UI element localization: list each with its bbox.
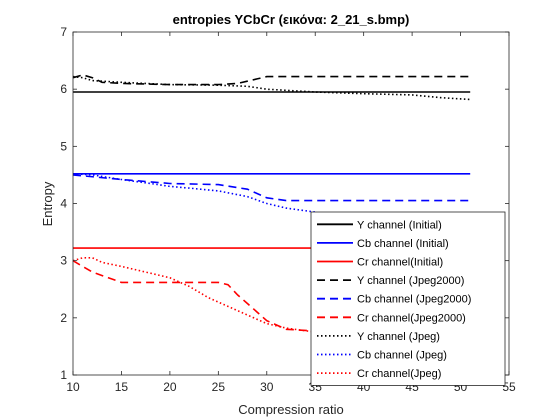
y-tick-label: 2 bbox=[60, 311, 67, 325]
y-axis-title: Entropy bbox=[40, 181, 55, 226]
x-tick-label: 10 bbox=[66, 380, 80, 394]
x-tick-label: 30 bbox=[260, 380, 274, 394]
y-tick-label: 6 bbox=[60, 82, 67, 96]
y-tick-label: 5 bbox=[60, 139, 67, 153]
legend-label: Y channel (Initial) bbox=[357, 219, 442, 231]
y-tick-label: 3 bbox=[60, 254, 67, 268]
legend-label: Cb channel (Jpeg) bbox=[357, 350, 447, 362]
y-tick-label: 1 bbox=[60, 368, 67, 382]
legend-label: Cr channel(Jpeg) bbox=[357, 368, 441, 380]
series-line-cb-channel-jpeg bbox=[72, 173, 316, 213]
series-line-cb-channel-jpeg2000 bbox=[72, 174, 471, 202]
series-line-y-channel-jpeg bbox=[72, 75, 471, 101]
x-tick-label: 55 bbox=[502, 380, 516, 394]
chart-title: entropies YCbCr (εικόνα: 2_21_s.bmp) bbox=[173, 12, 410, 27]
legend-label: Cb channel (Initial) bbox=[357, 238, 449, 250]
legend-label: Y channel (Jpeg2000) bbox=[357, 275, 464, 287]
legend: Y channel (Initial) Cb channel (Initial) C… bbox=[310, 211, 506, 386]
series-line-y-channel-jpeg2000 bbox=[72, 74, 471, 86]
x-axis-title: Compression ratio bbox=[238, 402, 344, 417]
x-tick-label: 15 bbox=[115, 380, 129, 394]
legend-label: Cr channel(Initial) bbox=[357, 257, 443, 269]
x-tick-label: 25 bbox=[212, 380, 226, 394]
legend-label: Cb channel (Jpeg2000) bbox=[357, 294, 471, 306]
legend-label: Y channel (Jpeg) bbox=[357, 331, 440, 343]
y-tick-label: 4 bbox=[60, 197, 67, 211]
legend-label: Cr channel(Jpeg2000) bbox=[357, 312, 466, 324]
x-tick-label: 20 bbox=[163, 380, 177, 394]
y-tick-label: 7 bbox=[60, 25, 67, 39]
